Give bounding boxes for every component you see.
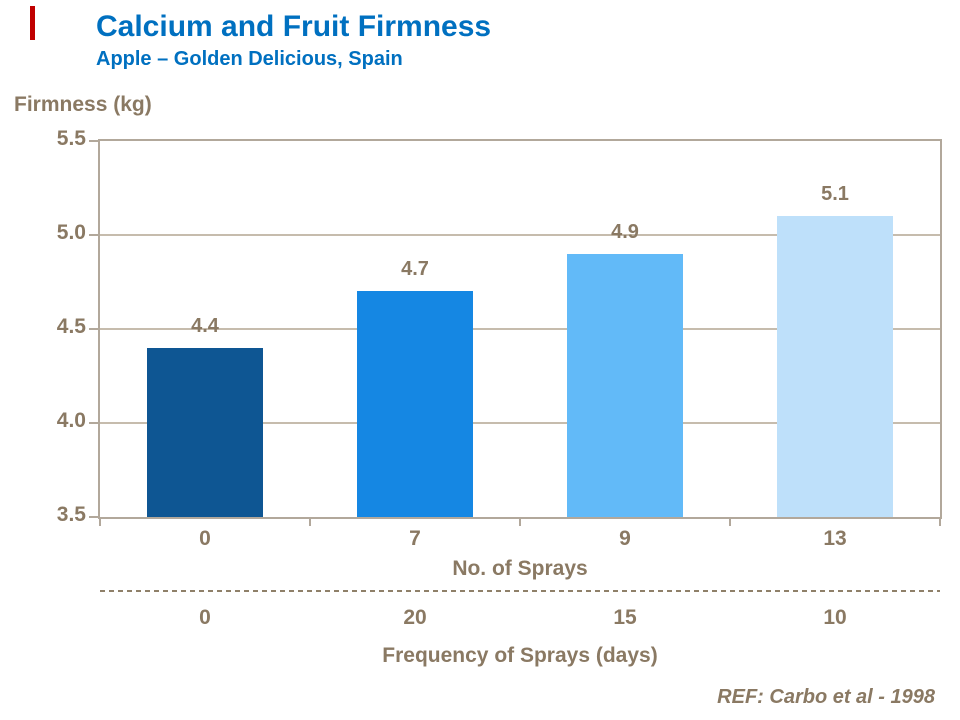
x-tick-label-primary: 13 — [823, 527, 847, 550]
bar-value-label: 5.1 — [821, 183, 849, 206]
y-tick-label: 4.5 — [56, 315, 86, 338]
x-tick-label-primary: 0 — [199, 527, 211, 550]
title-accent-bar — [30, 6, 35, 40]
gridline — [100, 422, 940, 424]
x-tick-mark — [729, 519, 731, 526]
chart-title: Calcium and Fruit Firmness — [96, 10, 492, 43]
gridline — [100, 328, 940, 330]
gridline — [100, 234, 940, 236]
x-tick-mark — [939, 519, 941, 526]
bar — [777, 216, 893, 517]
y-tick-label: 5.0 — [56, 221, 86, 244]
y-tick-mark — [89, 516, 98, 518]
y-tick-mark — [89, 234, 98, 236]
y-axis-title: Firmness (kg) — [14, 93, 152, 116]
bar — [567, 253, 683, 517]
x-tick-label-primary: 9 — [619, 527, 631, 550]
x-axis-title-primary: No. of Sprays — [452, 557, 588, 580]
bar-value-label: 4.9 — [611, 220, 639, 243]
x-tick-label-secondary: 15 — [613, 606, 637, 629]
x-tick-label-secondary: 20 — [403, 606, 427, 629]
bar — [147, 347, 263, 517]
axis-separator-dashed-line — [100, 590, 940, 592]
y-tick-mark — [89, 422, 98, 424]
bar-value-label: 4.4 — [191, 314, 219, 337]
x-tick-label-primary: 7 — [409, 527, 421, 550]
bar — [357, 291, 473, 517]
x-tick-label-secondary: 10 — [823, 606, 847, 629]
x-tick-mark — [309, 519, 311, 526]
y-tick-label: 4.0 — [56, 409, 86, 432]
reference-note: REF: Carbo et al - 1998 — [717, 686, 935, 708]
y-tick-label: 5.5 — [56, 127, 86, 150]
x-tick-mark — [519, 519, 521, 526]
chart-subtitle: Apple – Golden Delicious, Spain — [96, 48, 403, 70]
y-tick-mark — [89, 328, 98, 330]
y-tick-mark — [89, 140, 98, 142]
bar-value-label: 4.7 — [401, 258, 429, 281]
y-tick-label: 3.5 — [56, 503, 86, 526]
x-axis-title-secondary: Frequency of Sprays (days) — [382, 644, 658, 667]
x-tick-mark — [99, 519, 101, 526]
x-tick-label-secondary: 0 — [199, 606, 211, 629]
